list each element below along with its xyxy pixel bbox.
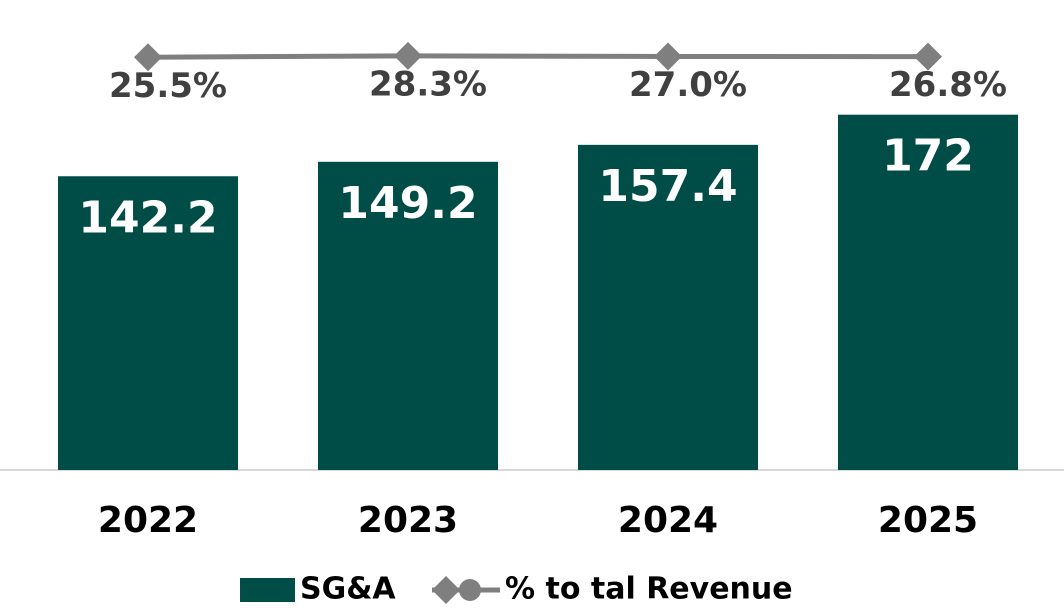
line-value-label: 28.3% [369, 64, 487, 104]
line-marker [394, 41, 422, 70]
line-value-label: 26.8% [889, 65, 1007, 105]
line [147, 53, 929, 60]
x-tick-label: 2024 [618, 500, 718, 541]
bar-value-label: 142.2 [78, 192, 217, 243]
bar [578, 144, 758, 470]
line-marker [654, 42, 682, 71]
bar-value-label: 172 [882, 131, 974, 182]
line-marker [134, 43, 162, 72]
bar [318, 161, 498, 470]
bar [838, 114, 1018, 471]
x-tick-label: 2023 [358, 500, 458, 541]
legend-label: % to tal Revenue [505, 572, 793, 607]
line-value-label: 25.5% [109, 66, 227, 106]
bar [58, 176, 238, 470]
line-value-label: 27.0% [629, 65, 747, 105]
legend-label: SG&A [300, 572, 396, 607]
bar-value-label: 149.2 [338, 178, 477, 229]
legend-marker [432, 576, 460, 604]
bar-value-label: 157.4 [598, 161, 737, 212]
x-tick-label: 2025 [878, 500, 978, 541]
legend-marker [459, 579, 481, 601]
legend-swatch [240, 578, 295, 602]
line-marker [914, 42, 942, 71]
x-tick-label: 2022 [98, 500, 198, 541]
